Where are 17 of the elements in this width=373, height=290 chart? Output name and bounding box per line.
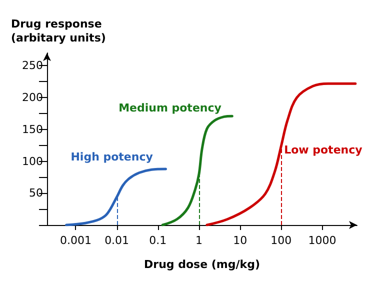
x-tick-label: 0.001	[60, 234, 92, 247]
x-tick-label: 1000	[308, 234, 336, 247]
x-tick-label: 10	[233, 234, 248, 247]
y-axis-title: Drug response (arbitary units)	[11, 18, 106, 44]
x-axis-title: Drug dose (mg/kg)	[144, 258, 260, 271]
y-tick-label: 50	[29, 186, 43, 200]
series-label: Low potency	[284, 144, 362, 157]
x-tick-label: 0.01	[104, 234, 130, 247]
y-tick-label: 150	[22, 122, 43, 136]
series-label: High potency	[70, 150, 153, 164]
y-tick-label: 100	[22, 154, 43, 168]
y-tick-label: 250	[22, 59, 43, 72]
y-tick-label: 200	[22, 91, 43, 104]
series-label: Medium potency	[118, 102, 222, 115]
x-tick-label: 0.1	[149, 234, 167, 247]
x-tick-label: 1	[196, 234, 202, 247]
x-tick-label: 100	[270, 234, 292, 247]
